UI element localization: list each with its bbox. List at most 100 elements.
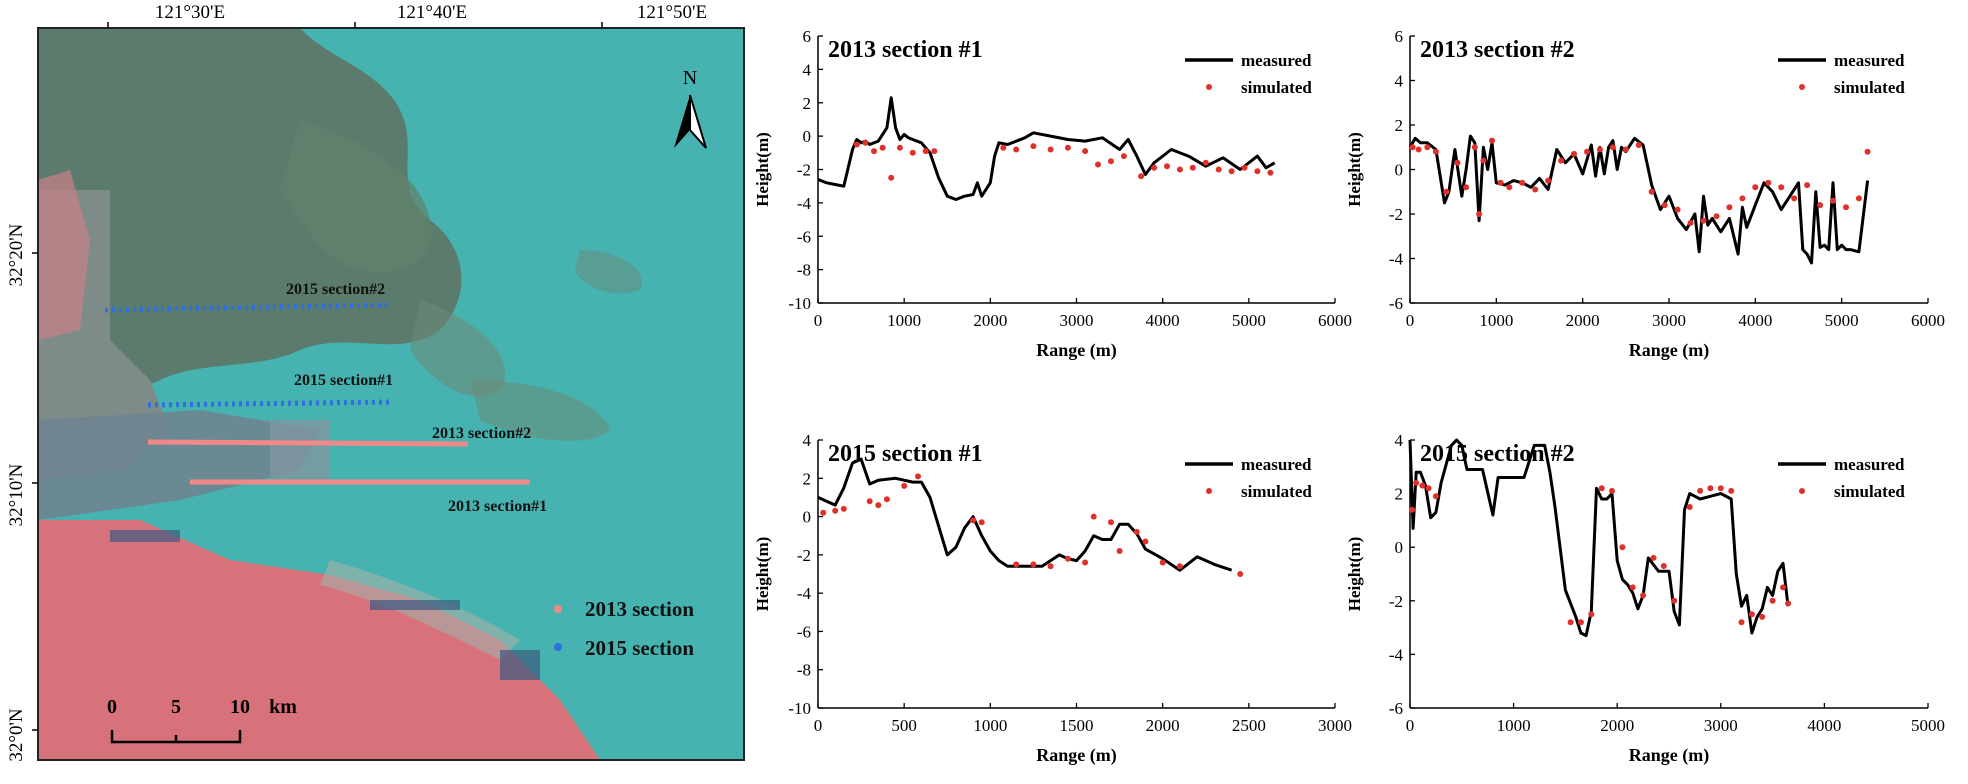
y-tick-label: 0 [1395,538,1404,557]
simulated-point [1707,485,1714,492]
simulated-point [1700,217,1707,224]
scalebar-tick-5: 5 [171,696,181,718]
x-tick-label: 2000 [973,311,1007,330]
simulated-point [1588,611,1595,618]
simulated-point [1090,513,1097,520]
x-tick-label: 2500 [1232,716,1266,735]
y-tick-label: 0 [1395,161,1404,180]
y-tick-label: 6 [803,27,812,46]
simulated-point [1609,144,1616,151]
scalebar-tick-0: 0 [107,696,117,718]
x-axis-label: Range (m) [1036,340,1116,361]
y-tick-label: 4 [1395,72,1404,91]
simulated-point [1648,188,1655,195]
chart-title: 2015 section #2 [1420,441,1575,467]
simulated-point [871,148,877,155]
simulated-point [1108,158,1114,165]
map-urban-area [38,520,600,760]
y-tick-label: -2 [797,546,811,565]
simulated-point [1843,204,1849,211]
simulated-point [1082,148,1089,155]
x-tick-label: 2000 [1146,716,1180,735]
x-tick-label: 4000 [1807,716,1841,735]
simulated-point [1817,202,1824,209]
x-tick-label: 3000 [1318,716,1352,735]
legend-measured-label: measured [1834,455,1905,474]
legend-2013-marker [554,605,562,613]
simulated-point [1598,485,1605,492]
y-tick-label: -2 [797,161,811,180]
legend-simulated-label: simulated [1241,78,1312,97]
simulated-point [862,139,869,146]
simulated-point [1159,559,1166,566]
north-arrow-label: N [683,67,697,89]
y-tick-label: -8 [797,261,811,280]
simulated-point [1415,146,1422,153]
legend-measured-label: measured [1241,51,1312,70]
simulated-point [853,141,860,148]
x-tick-label: 6000 [1911,311,1945,330]
simulated-point [1254,168,1261,175]
simulated-point [1241,164,1248,171]
y-tick-label: -2 [1389,592,1403,611]
x-tick-label: 3000 [1060,311,1094,330]
simulated-point [1176,166,1183,173]
y-tick-label: -6 [1389,294,1403,313]
simulated-point [1778,184,1785,191]
map-tidal-flats [38,28,462,420]
simulated-point [1116,548,1123,554]
simulated-point [1202,159,1209,166]
x-tick-label: 3000 [1652,311,1686,330]
simulated-point [1237,571,1244,577]
simulated-point [1463,184,1470,191]
legend-measured-label: measured [1834,51,1905,70]
simulated-point [978,519,985,526]
simulated-point [1780,584,1786,591]
x-tick-label: 1500 [1060,716,1094,735]
simulated-point [1765,179,1772,186]
y-tick-label: -4 [797,584,812,603]
y-axis-label: Height(m) [753,537,772,612]
simulated-point [1142,538,1149,545]
scalebar-unit: km [269,696,297,718]
y-tick-label: 4 [1395,431,1404,450]
simulated-point [1622,146,1629,153]
y-tick-label: 2 [803,94,812,113]
simulated-point [1267,169,1274,176]
y-tick-label: 2 [803,469,812,488]
simulated-point [1713,213,1720,220]
simulated-point [1151,164,1158,171]
simulated-point [1013,561,1020,568]
simulated-point [1120,153,1127,160]
simulated-point [1571,150,1577,157]
legend-simulated-label: simulated [1241,482,1312,501]
simulated-point [1584,148,1590,155]
simulated-point [1064,555,1071,562]
simulated-point [879,144,886,151]
simulated-point [1739,195,1746,202]
y-tick-label: -8 [797,661,811,680]
simulated-point [1409,506,1416,513]
simulated-point [1443,188,1450,195]
simulated-point [1785,600,1792,607]
simulated-point [1558,157,1565,164]
y-axis-label: Height(m) [1345,132,1364,207]
simulated-point [1497,179,1504,186]
y-tick-label: -10 [788,699,811,718]
simulated-point [888,174,895,181]
x-tick-label: 0 [814,311,823,330]
y-tick-label: -4 [1389,250,1404,269]
north-arrow: N [674,67,707,149]
simulated-point [1064,144,1071,151]
simulated-point [1506,184,1513,191]
y-tick-label: -6 [797,227,811,246]
series-measured-line [817,96,1276,201]
simulated-point [909,149,916,156]
simulated-point [1489,137,1495,144]
legend-2015-marker [554,643,562,651]
x-tick-label: 0 [1406,311,1415,330]
y-tick-label: 0 [803,127,812,146]
simulated-point [820,509,827,516]
legend-simulated-label: simulated [1834,482,1905,501]
